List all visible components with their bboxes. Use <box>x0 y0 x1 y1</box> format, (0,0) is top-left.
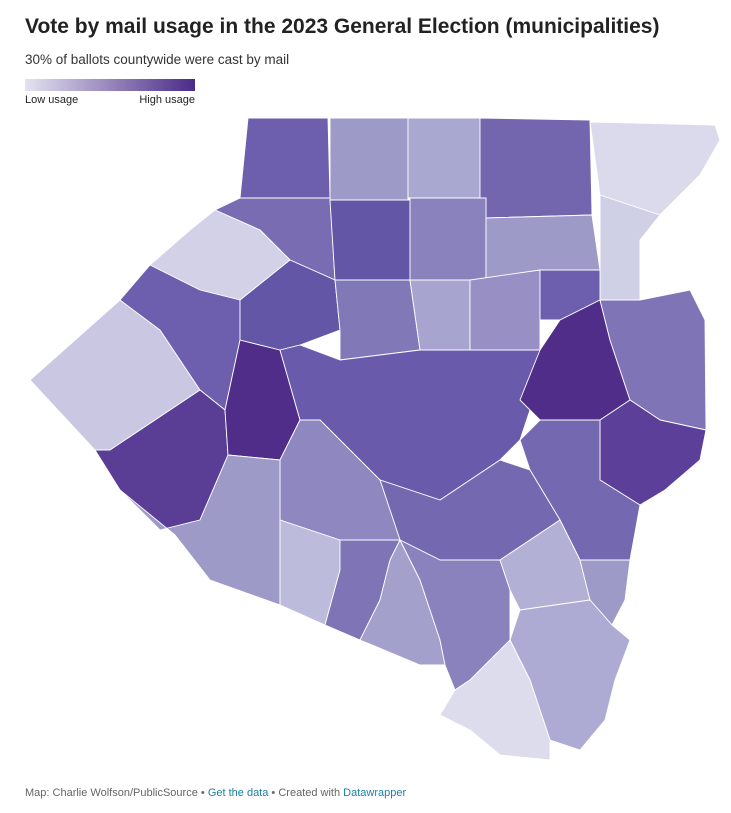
region <box>329 117 409 201</box>
region <box>469 269 541 351</box>
legend: Low usage High usage <box>25 79 195 106</box>
separator: • <box>200 787 205 799</box>
region <box>239 117 331 199</box>
region <box>409 197 487 281</box>
legend-gradient <box>25 79 195 91</box>
region <box>334 279 421 361</box>
legend-low: Low usage <box>25 94 79 106</box>
region <box>407 117 481 199</box>
region <box>119 454 281 606</box>
map <box>29 117 721 761</box>
separator: • <box>271 787 276 799</box>
legend-labels: Low usage High usage <box>25 94 195 106</box>
title: Vote by mail usage in the 2023 General E… <box>25 15 660 38</box>
region <box>329 199 411 281</box>
datawrapper-link[interactable]: Datawrapper <box>343 787 407 799</box>
region <box>579 559 631 626</box>
footer: Map: Charlie Wolfson/PublicSource • Get … <box>25 787 406 799</box>
region <box>439 639 551 761</box>
subtitle: 30% of ballots countywide were cast by m… <box>25 52 290 67</box>
get-data-link[interactable]: Get the data <box>207 787 269 799</box>
region <box>409 279 471 351</box>
created-with: Created with <box>278 787 341 799</box>
region <box>479 117 593 219</box>
legend-high: High usage <box>139 94 195 106</box>
source: Map: Charlie Wolfson/PublicSource <box>25 787 198 799</box>
region <box>239 259 341 351</box>
